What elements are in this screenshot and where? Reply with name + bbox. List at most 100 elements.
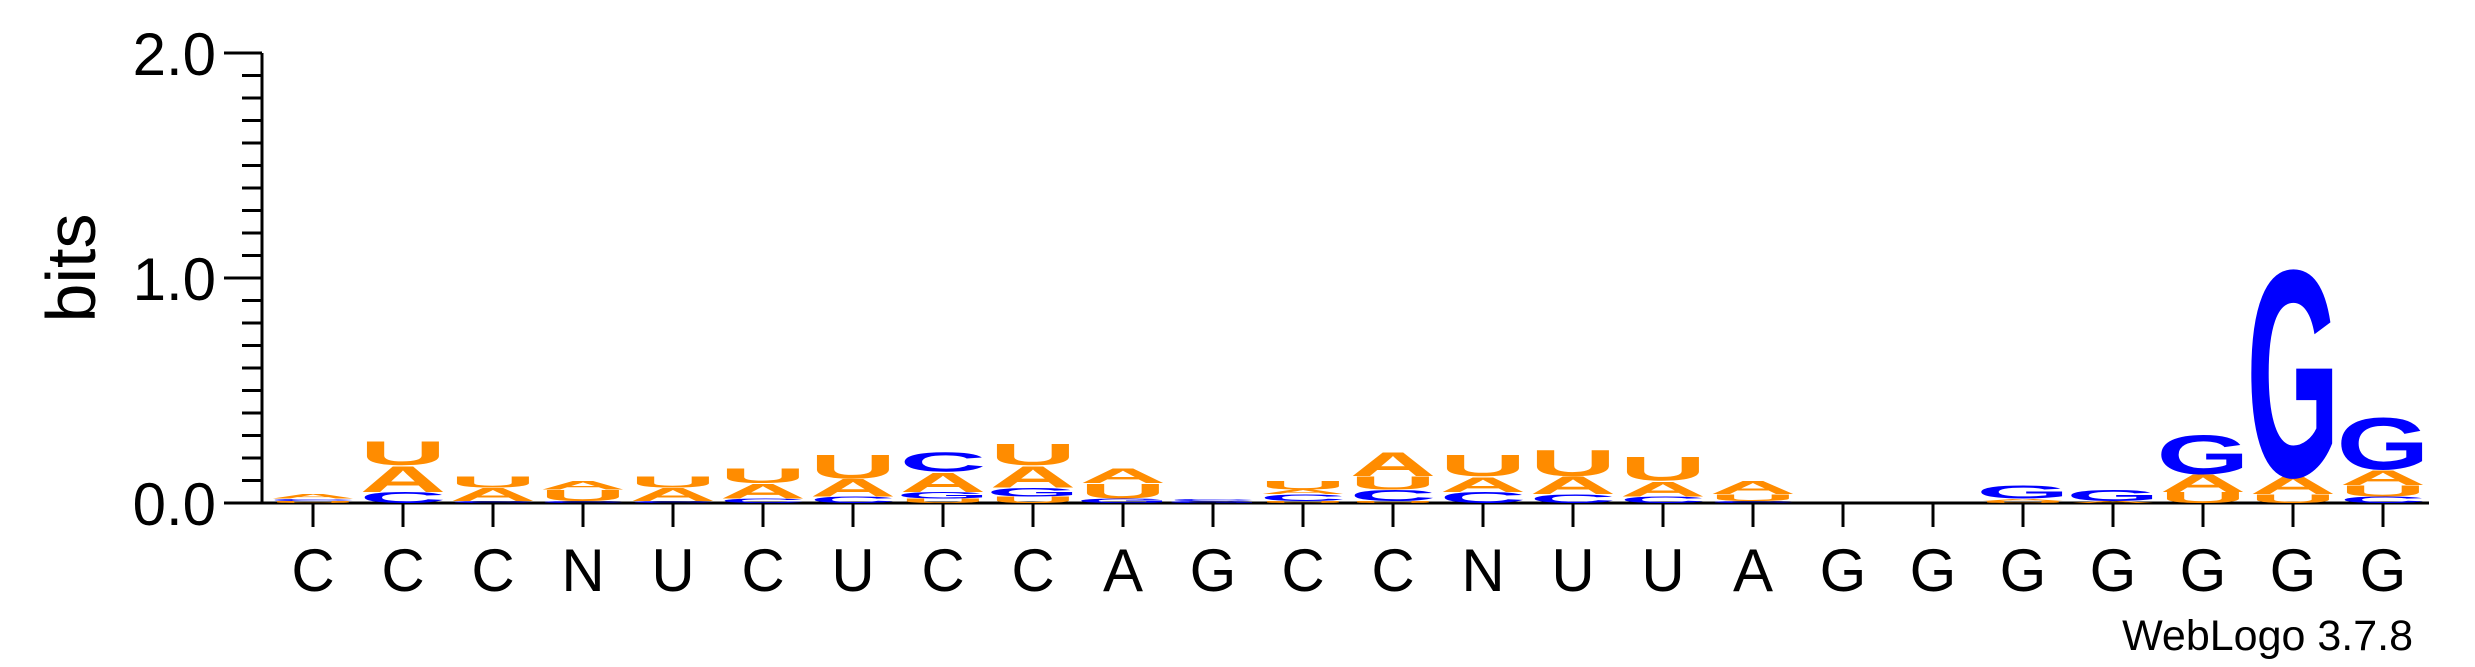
x-tick-label: U	[831, 537, 874, 604]
logo-letter-g: G	[2156, 424, 2249, 486]
x-tick-label: U	[1551, 537, 1594, 604]
logo-letter-c: C	[1710, 500, 1797, 503]
logo-letter-c: C	[2340, 495, 2426, 505]
logo-letter-u: U	[1530, 443, 1617, 484]
logo-letter-a: A	[2340, 466, 2426, 490]
logo-letter-g: G	[1166, 500, 1259, 503]
logo-letter-a: A	[900, 467, 986, 498]
logo-letter-g: G	[1976, 482, 2069, 503]
logo-letter-a: A	[450, 484, 537, 505]
letter-stacks: UCA CAUCAUCUACAUCAUCAUUGACUGAUGUAGCUCAUUC…	[270, 209, 2430, 539]
logo-letter-c: C	[810, 495, 896, 505]
x-tick-label: A	[1733, 537, 1773, 604]
logo-letter-u: U	[990, 437, 1076, 472]
logo-letter-u: U	[270, 500, 357, 503]
logo-letter-u: U	[1980, 500, 2067, 503]
axes: 0.0 1.0 2.0	[133, 21, 2429, 538]
logo-letter-a: A	[1260, 488, 1347, 495]
x-tick-label: C	[1011, 537, 1054, 604]
logo-letter-u: U	[720, 463, 806, 487]
logo-letter-c: C	[1170, 498, 1257, 501]
logo-letter-c: C	[450, 500, 537, 503]
logo-letter-a: A	[2160, 470, 2247, 497]
y-tick-label: 0.0	[133, 471, 216, 538]
x-tick-label: C	[381, 537, 424, 604]
x-tick-label: C	[921, 537, 964, 604]
logo-letter-a: A	[1710, 477, 1797, 498]
logo-letter-g: G	[2246, 209, 2339, 539]
logo-letter-u: U	[1260, 500, 1347, 503]
logo-letter-c: C	[1260, 492, 1346, 502]
logo-letter-g: G	[1076, 497, 1169, 504]
y-tick-label: 2.0	[133, 21, 216, 88]
logo-letter-a: A	[1350, 445, 1436, 483]
logo-letter-u: U	[450, 474, 536, 491]
x-tick-label: G	[2270, 537, 2317, 604]
logo-letter-g: G	[2066, 487, 2159, 504]
logo-letter-c: C	[360, 489, 446, 506]
logo-letter-u: U	[1710, 492, 1796, 502]
x-tick-label: G	[2000, 537, 2047, 604]
x-tick-label: G	[2090, 537, 2137, 604]
logo-letter-a: A	[810, 474, 897, 501]
y-tick-label: 1.0	[133, 246, 216, 313]
x-tick-label: C	[1371, 537, 1414, 604]
logo-letter-a: A	[1620, 477, 1706, 501]
logo-letter-a: A	[1980, 498, 2067, 501]
logo-letter-g: G	[896, 490, 989, 500]
x-tick-label: N	[1461, 537, 1504, 604]
logo-letter-u: U	[990, 495, 1076, 505]
logo-letter-u: U	[900, 497, 987, 504]
logo-letter-c: C	[900, 447, 986, 478]
logo-letter-u: U	[630, 474, 716, 491]
x-tick-label: C	[1281, 537, 1324, 604]
logo-letter-c: C	[1530, 492, 1616, 506]
logo-letter-a: A	[990, 459, 1076, 494]
logo-letter-u: U	[810, 447, 896, 485]
logo-letter-a: A	[270, 493, 357, 500]
logo-letter-u: U	[1350, 500, 1437, 503]
x-tick-label: U	[651, 537, 694, 604]
x-tick-label: N	[561, 537, 604, 604]
logo-letter-a: A	[720, 479, 806, 503]
logo-letter-u: U	[2250, 492, 2336, 506]
logo-letter-g: G	[2336, 403, 2429, 485]
x-tick-label: C	[471, 537, 514, 604]
logo-letter-a: A	[2070, 500, 2157, 503]
logo-letter-g: G	[986, 485, 1079, 499]
x-tick-label: C	[291, 537, 334, 604]
logo-letter-a: A	[360, 458, 447, 499]
logo-letter-c: C	[540, 500, 627, 503]
logo-letter-c: C	[720, 497, 807, 504]
logo-letter-u: U	[2160, 489, 2246, 506]
logo-letter-c: C	[270, 498, 357, 501]
logo-letter-u: U	[1440, 448, 1526, 483]
logo-letter-c: C	[630, 500, 717, 503]
logo-letter-a: A	[1440, 472, 1526, 496]
logo-letter-a: A	[1530, 472, 1617, 499]
weblogo-credit: WebLogo 3.7.8	[2122, 612, 2413, 660]
logo-letter-c: C	[1620, 495, 1706, 505]
x-tick-label: A	[1103, 537, 1143, 604]
x-tick-label: U	[1641, 537, 1684, 604]
logo-letter-u: U	[1620, 450, 1706, 488]
logo-letter-u: U	[1080, 479, 1166, 503]
x-tick-label: C	[741, 537, 784, 604]
logo-letter-a: A	[630, 484, 717, 505]
x-tick-label: G	[1190, 537, 1237, 604]
logo-letter-c: C	[1350, 487, 1436, 504]
logo-letter-u: U	[540, 487, 626, 504]
logo-letter-c: C	[1440, 489, 1526, 506]
logo-letter-u: U	[1260, 478, 1346, 492]
logo-letter-u: U	[1350, 473, 1437, 494]
logo-letter-a: A	[1080, 463, 1166, 487]
logo-letter-a: A	[540, 478, 626, 492]
logo-letter-u: U	[360, 434, 446, 472]
x-tick-label: G	[2180, 537, 2227, 604]
logo-letter-u: U	[2340, 483, 2426, 500]
logo-letter-a: A	[2250, 472, 2337, 499]
x-tick-label: G	[1910, 537, 1957, 604]
x-tick-label: G	[2360, 537, 2407, 604]
